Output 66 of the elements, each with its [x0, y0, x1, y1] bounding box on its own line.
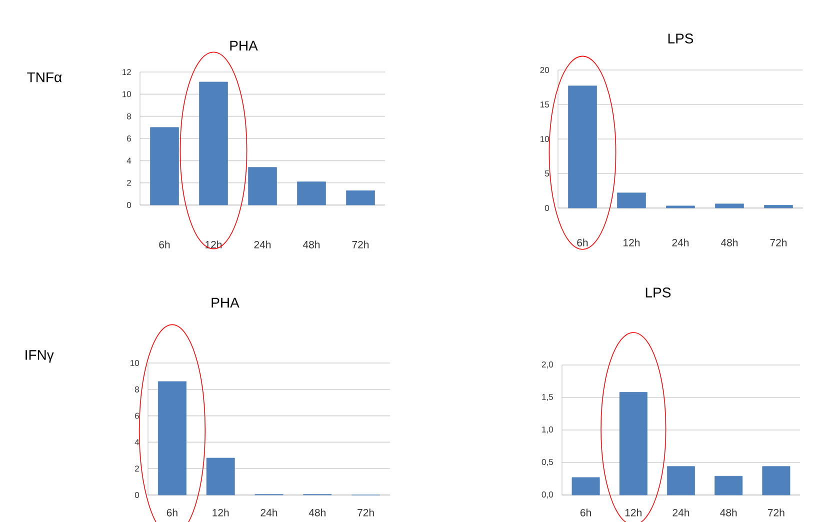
- bar: [666, 206, 695, 208]
- x-tick-label: 24h: [254, 240, 271, 248]
- bar: [764, 205, 793, 208]
- y-tick-label: 15: [540, 102, 549, 108]
- y-tick-label: 0,0: [542, 491, 553, 498]
- x-tick-label: 6h: [580, 508, 591, 516]
- bar: [715, 204, 744, 208]
- bar: [158, 381, 186, 496]
- y-tick-label: 0: [126, 202, 132, 208]
- x-tick-label: 72h: [352, 240, 369, 248]
- chart-title: LPS: [668, 34, 694, 44]
- bar: [568, 86, 597, 208]
- y-axis-title: TNFα: [27, 72, 62, 82]
- bar: [572, 477, 600, 496]
- bar: [619, 392, 648, 496]
- x-tick-label: 72h: [770, 238, 787, 246]
- bar: [762, 466, 790, 496]
- x-tick-label: 24h: [672, 508, 690, 516]
- x-tick-label: 24h: [260, 508, 278, 516]
- x-tick-label: 12h: [206, 240, 222, 248]
- x-tick-label: 6h: [159, 240, 170, 248]
- x-tick-label: 72h: [358, 508, 374, 516]
- y-tick-label: 12: [122, 69, 131, 75]
- chart-title: LPS: [646, 288, 671, 298]
- y-tick-label: 1,0: [542, 426, 553, 434]
- x-tick-label: 48h: [720, 238, 738, 246]
- x-tick-label: 48h: [302, 240, 320, 248]
- y-tick-label: 4: [126, 158, 132, 164]
- bar: [199, 82, 228, 206]
- x-tick-label: 72h: [768, 508, 784, 516]
- x-tick-label: 12h: [212, 508, 229, 516]
- y-tick-label: 20: [540, 67, 549, 74]
- bar: [150, 127, 179, 206]
- y-tick-label: 2: [135, 466, 139, 472]
- y-tick-label: 2,0: [542, 361, 553, 368]
- y-tick-label: 6: [127, 135, 131, 142]
- y-tick-label: 4: [134, 439, 140, 446]
- x-tick-label: 48h: [720, 508, 737, 516]
- y-tick-label: 0,5: [542, 458, 553, 466]
- x-tick-label: 6h: [577, 238, 588, 246]
- bar: [346, 190, 375, 206]
- x-tick-label: 12h: [625, 508, 642, 516]
- y-tick-label: 10: [122, 91, 132, 98]
- y-tick-label: 2: [127, 180, 131, 186]
- y-tick-label: 8: [134, 386, 139, 392]
- bar: [714, 476, 743, 496]
- bar: [248, 167, 277, 206]
- x-tick-label: 24h: [672, 238, 689, 246]
- y-tick-label: 0: [134, 492, 140, 498]
- y-tick-label: 1,5: [542, 394, 553, 401]
- y-tick-label: 0: [544, 204, 549, 211]
- bar: [617, 192, 646, 208]
- bar: [666, 466, 695, 496]
- y-tick-label: 5: [544, 170, 549, 176]
- x-tick-label: 6h: [166, 508, 178, 516]
- y-axis-title: IFNγ: [26, 350, 54, 363]
- y-tick-label: 6: [135, 412, 139, 419]
- y-tick-label: 10: [540, 136, 549, 142]
- x-tick-label: 48h: [308, 508, 326, 516]
- chart-title: PHA: [230, 40, 258, 50]
- chart-title: PHA: [212, 298, 240, 308]
- y-tick-label: 10: [130, 360, 140, 366]
- x-tick-label: 12h: [624, 238, 640, 246]
- y-tick-label: 8: [126, 113, 131, 120]
- bar: [297, 182, 326, 206]
- bar: [206, 458, 235, 496]
